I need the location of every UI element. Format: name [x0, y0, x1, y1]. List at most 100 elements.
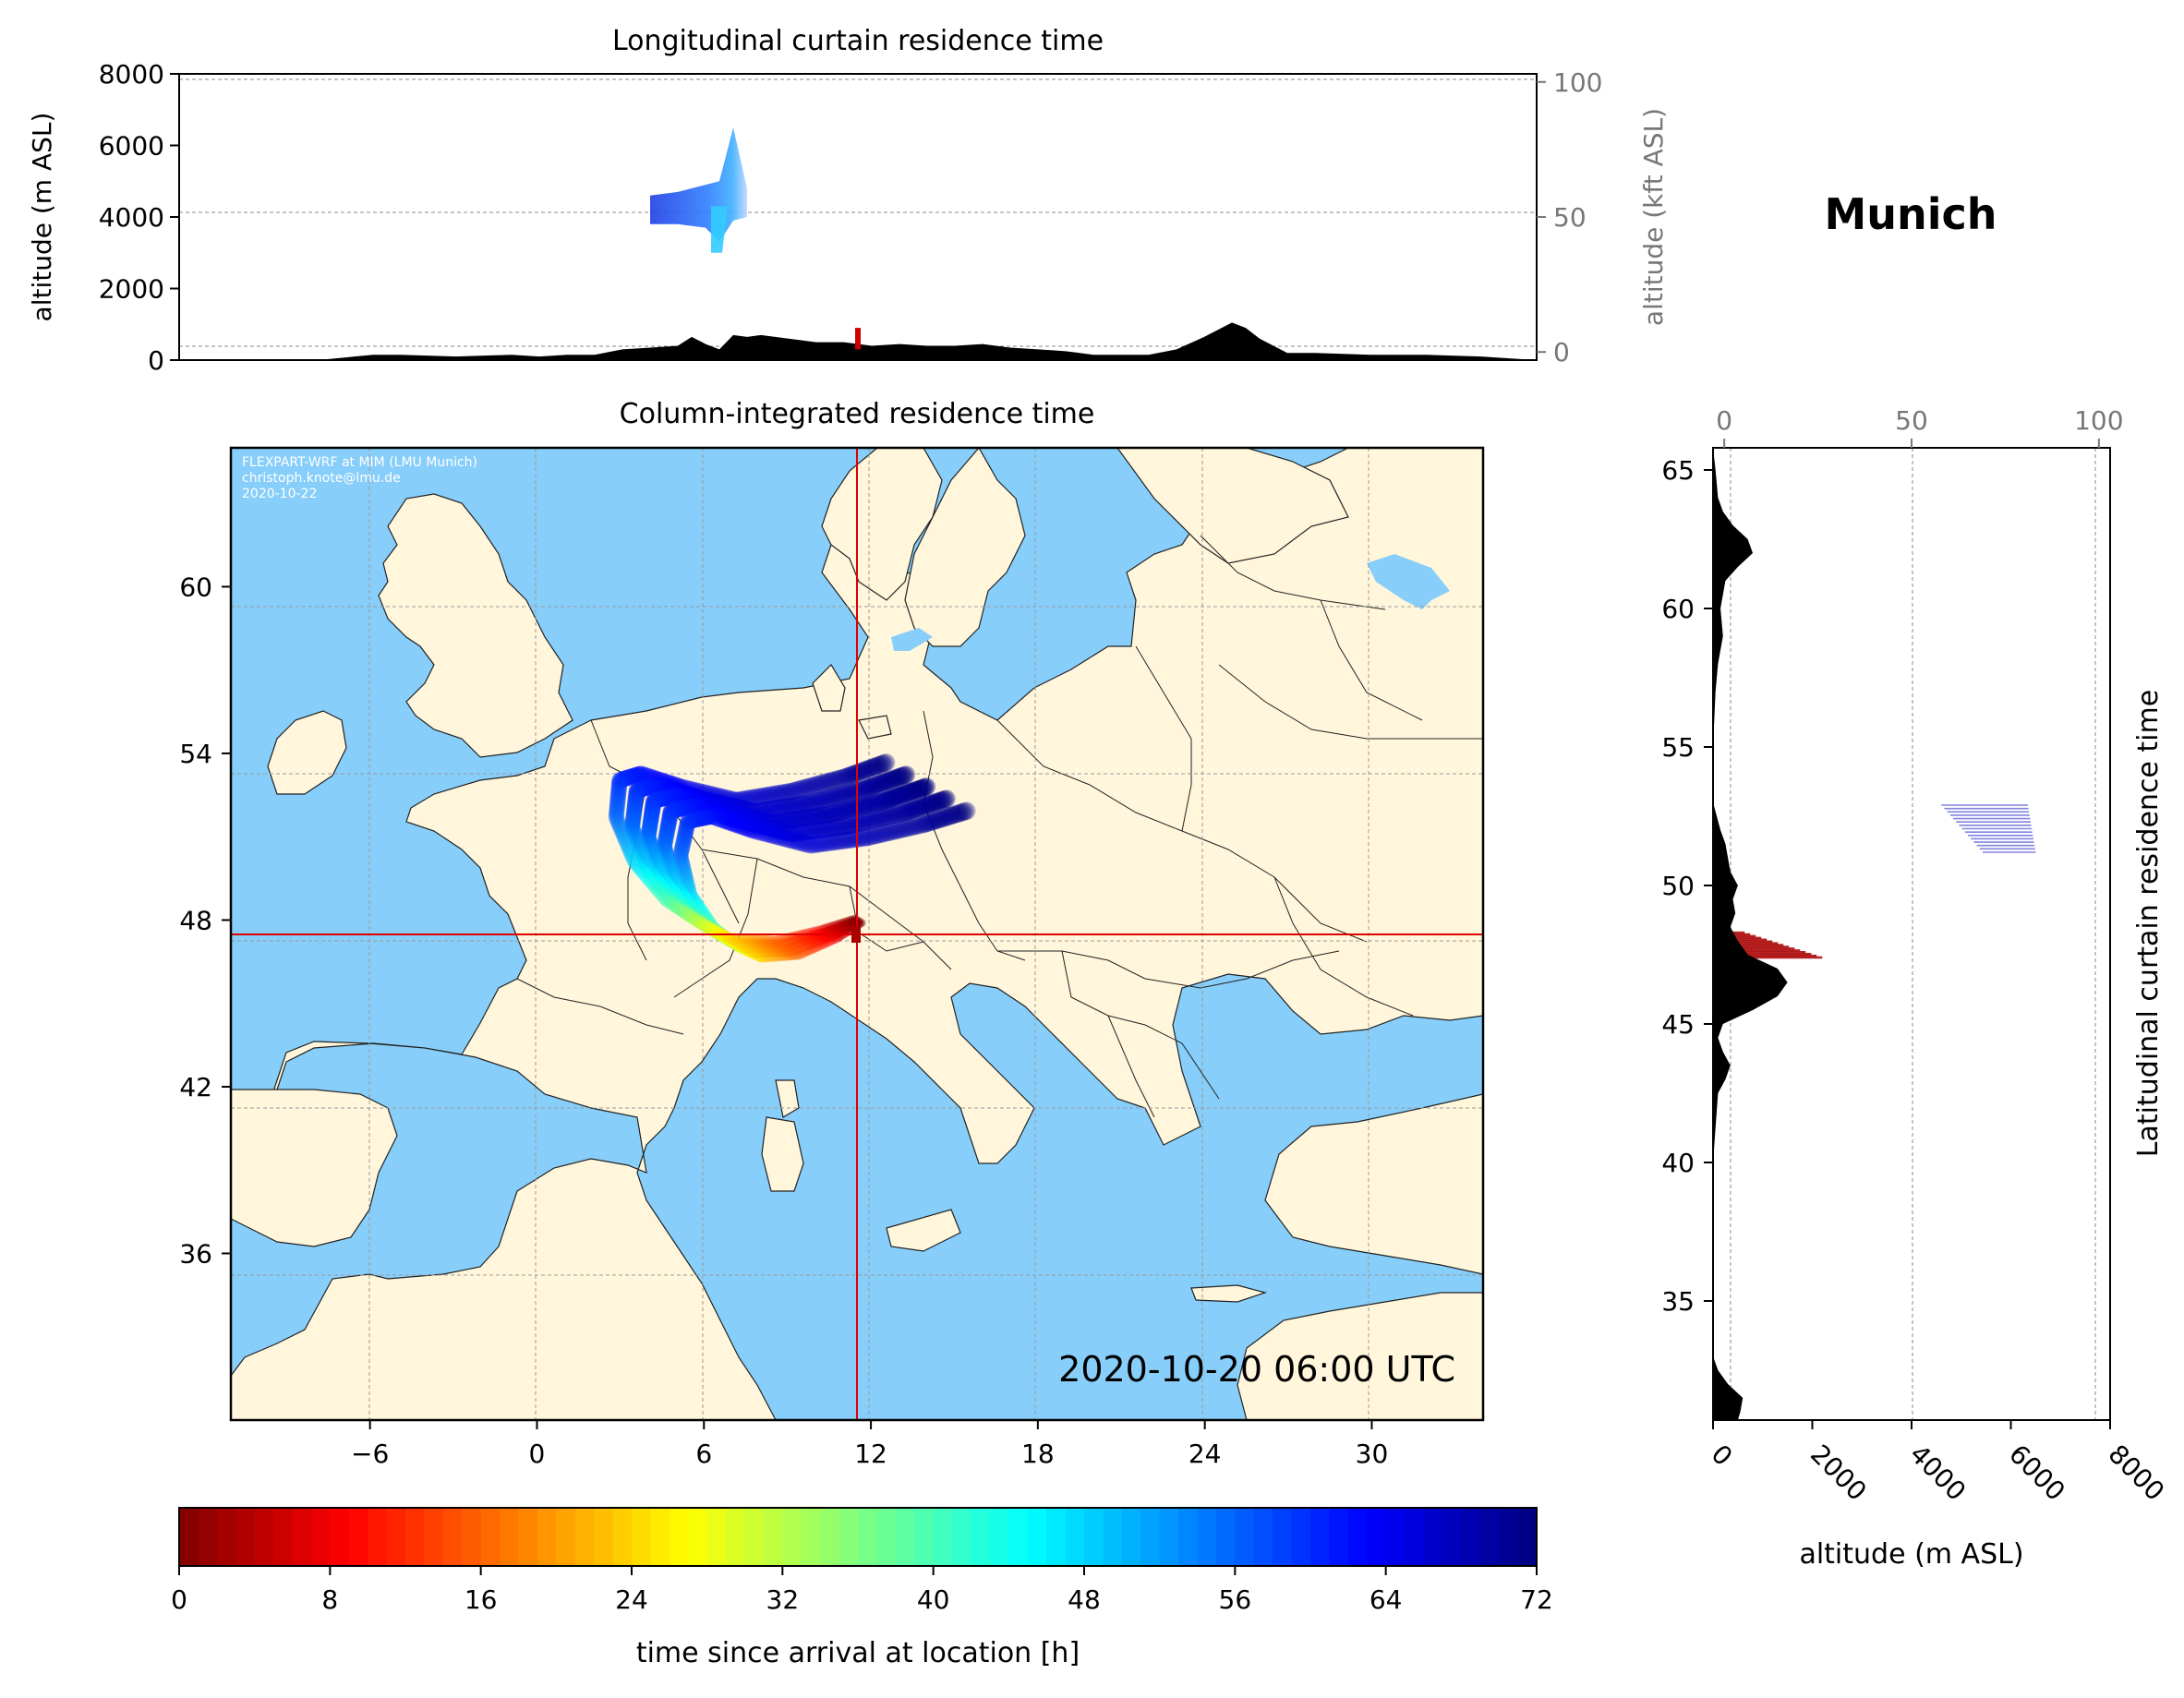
trajectory-point — [679, 872, 694, 887]
trajectory-point — [620, 837, 635, 853]
trajectory-point — [918, 814, 936, 833]
trajectory-point — [891, 767, 911, 786]
trajectory-point — [680, 798, 697, 815]
trajectory-point — [779, 812, 797, 830]
trajectory-point — [913, 797, 932, 816]
trajectory-point — [781, 933, 791, 944]
trajectory-point — [725, 935, 738, 948]
trajectory-point — [754, 934, 766, 945]
trajectory-point — [690, 908, 704, 922]
trajectory-point — [803, 936, 814, 945]
trajectory-point — [946, 805, 965, 824]
trajectory-point — [672, 800, 690, 817]
trajectory-point — [779, 933, 790, 944]
trajectory-point — [645, 867, 659, 883]
trajectory-point — [617, 770, 634, 787]
trajectory-point — [718, 808, 735, 825]
trajectory-point — [718, 802, 736, 820]
trajectory-point — [675, 897, 690, 912]
trajectory-point — [660, 853, 677, 869]
trajectory-point — [649, 776, 667, 793]
trajectory-point — [782, 782, 800, 801]
trajectory-point — [732, 938, 744, 950]
trajectory-point — [656, 889, 670, 903]
trajectory-point — [638, 855, 653, 871]
trajectory-point — [681, 908, 694, 921]
trajectory-point — [747, 823, 765, 840]
trajectory-point — [755, 951, 767, 963]
trajectory-point — [697, 918, 711, 931]
trajectory-point — [674, 902, 688, 917]
trajectory-point — [651, 884, 666, 898]
trajectory-point — [699, 918, 713, 932]
trajectory-point — [672, 902, 685, 916]
trajectory-point — [665, 781, 682, 799]
trajectory-point — [715, 929, 729, 943]
trajectory-point — [658, 832, 674, 849]
trajectory-point — [805, 808, 824, 825]
trajectory-point — [680, 786, 697, 803]
trajectory-point — [711, 801, 729, 818]
colorbar-cell — [348, 1508, 368, 1566]
trajectory-point — [725, 934, 738, 948]
trajectory-point — [688, 912, 702, 926]
trajectory-point — [729, 812, 747, 829]
trajectory-point — [624, 813, 641, 830]
trajectory-point — [807, 939, 817, 949]
trajectory-point — [731, 817, 749, 835]
trajectory-point — [639, 870, 655, 885]
trajectory-point — [868, 826, 886, 845]
trajectory-point — [666, 801, 683, 819]
trajectory-point — [828, 787, 847, 805]
trajectory-point — [691, 810, 708, 827]
colorbar-cell — [1140, 1508, 1161, 1566]
longitudinal-panel: Longitudinal curtain residence time 0200… — [27, 25, 1669, 376]
trajectory-point — [742, 801, 760, 820]
trajectory-point — [727, 936, 741, 950]
trajectory-point — [625, 806, 642, 824]
trajectory-point — [751, 942, 763, 954]
trajectory-point — [743, 821, 762, 839]
trajectory-point — [730, 799, 747, 816]
colorbar-cell — [1499, 1508, 1519, 1566]
trajectory-point — [645, 794, 662, 812]
trajectory-point — [650, 776, 668, 793]
trajectory-point — [864, 757, 884, 777]
trajectory-point — [762, 826, 780, 844]
trajectory-point — [743, 937, 755, 949]
trajectory-point — [805, 836, 824, 854]
trajectory-point — [680, 875, 695, 891]
trajectory-point — [795, 949, 806, 959]
trajectory-point — [795, 795, 814, 813]
trajectory-point — [929, 811, 947, 829]
trajectory-point — [624, 816, 641, 833]
trajectory-point — [857, 761, 875, 779]
trajectory-point — [806, 935, 816, 945]
trajectory-point — [611, 818, 628, 835]
trajectory-point — [694, 902, 708, 917]
trajectory-point — [609, 788, 627, 805]
trajectory-point — [761, 813, 778, 831]
trajectory-point — [721, 933, 733, 945]
trajectory-point — [901, 818, 920, 837]
trajectory-point — [766, 800, 784, 817]
trajectory-point — [898, 802, 917, 821]
trajectory-point — [742, 933, 754, 945]
trajectory-point — [679, 816, 695, 833]
trajectory-point — [727, 935, 739, 947]
colorbar-cell — [1310, 1508, 1331, 1566]
trajectory-point — [881, 823, 899, 841]
trajectory-point — [792, 931, 802, 941]
trajectory-point — [680, 780, 698, 798]
trajectory-point — [761, 942, 772, 954]
colorbar-cell — [1405, 1508, 1425, 1566]
trajectory-point — [790, 833, 808, 851]
trajectory-point — [779, 950, 791, 961]
trajectory-point — [953, 802, 972, 822]
trajectory-point — [875, 753, 895, 773]
trajectory-point — [827, 818, 846, 837]
trajectory-point — [750, 948, 762, 961]
trajectory-point — [832, 832, 850, 850]
trajectory-point — [652, 790, 670, 808]
trajectory-point — [694, 917, 707, 930]
